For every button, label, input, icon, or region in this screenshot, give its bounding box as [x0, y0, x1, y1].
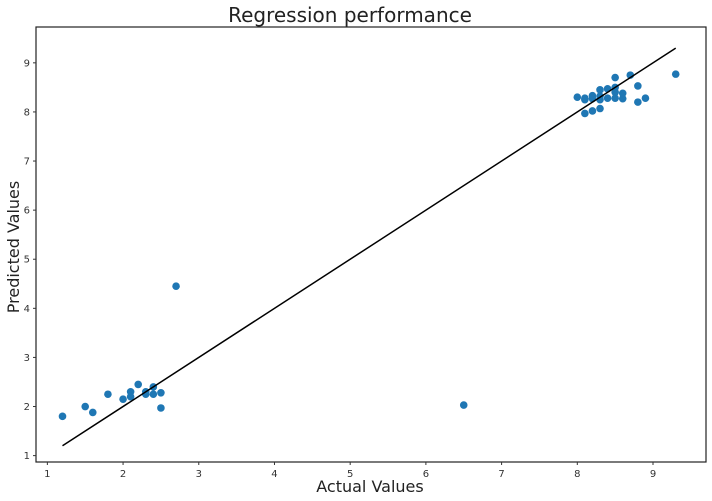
x-tick-label: 5	[347, 469, 353, 480]
y-tick-label: 5	[24, 255, 30, 266]
y-tick-label: 4	[24, 304, 30, 315]
scatter-point	[611, 94, 619, 102]
plot-frame	[35, 26, 707, 463]
scatter-point	[588, 107, 597, 115]
scatter-point	[634, 98, 642, 106]
scatter-point	[596, 104, 604, 113]
x-tick-label: 8	[574, 469, 580, 480]
x-axis-label: Actual Values	[316, 477, 423, 496]
scatter-point	[634, 82, 642, 90]
scatter-point	[126, 387, 135, 396]
y-tick-label: 8	[24, 107, 30, 118]
y-tick-label: 6	[24, 206, 30, 217]
x-tick-label: 7	[498, 469, 504, 480]
scatter-point	[134, 380, 143, 389]
scatter-point	[573, 93, 582, 102]
y-tick-label: 9	[24, 58, 30, 69]
y-axis-label: Predicted Values	[4, 181, 23, 313]
y-tick-label: 3	[24, 353, 30, 364]
x-tick-label: 3	[196, 469, 202, 480]
scatter-point	[81, 402, 90, 411]
scatter-point	[588, 91, 597, 100]
x-tick-label: 1	[44, 469, 50, 480]
scatter-point	[603, 94, 612, 102]
x-tick-label: 9	[650, 469, 656, 480]
scatter-point	[88, 408, 97, 417]
scatter-point	[671, 70, 680, 78]
x-tick-label: 6	[423, 469, 429, 480]
scatter-point	[157, 388, 165, 397]
scatter-point	[611, 73, 619, 82]
scatter-point	[149, 390, 158, 399]
chart-title: Regression performance	[228, 3, 472, 27]
plot-area	[35, 26, 707, 463]
scatter-point	[172, 282, 180, 291]
x-tick-label: 4	[271, 469, 277, 480]
scatter-point	[58, 412, 67, 421]
y-tick-label: 1	[24, 451, 30, 462]
scatter-point	[459, 401, 468, 409]
axis-ticks: 1 2 3 4 5 6 7 8 9 1 2 3 4 5 6 7 8 9	[24, 58, 657, 480]
scatter-point	[618, 89, 627, 98]
scatter-point	[104, 390, 112, 399]
scatter-point	[119, 395, 127, 403]
scatter-point	[641, 94, 650, 102]
scatter-point	[618, 94, 627, 103]
x-tick-label: 2	[120, 469, 126, 480]
y-tick-label: 2	[24, 402, 30, 413]
scatter-point	[596, 86, 604, 94]
y-tick-label: 7	[24, 157, 30, 168]
scatter-point	[581, 94, 589, 102]
chart-marks	[58, 47, 680, 447]
reference-line	[62, 47, 677, 447]
scatter-point	[581, 109, 589, 118]
scatter-point	[157, 404, 165, 412]
